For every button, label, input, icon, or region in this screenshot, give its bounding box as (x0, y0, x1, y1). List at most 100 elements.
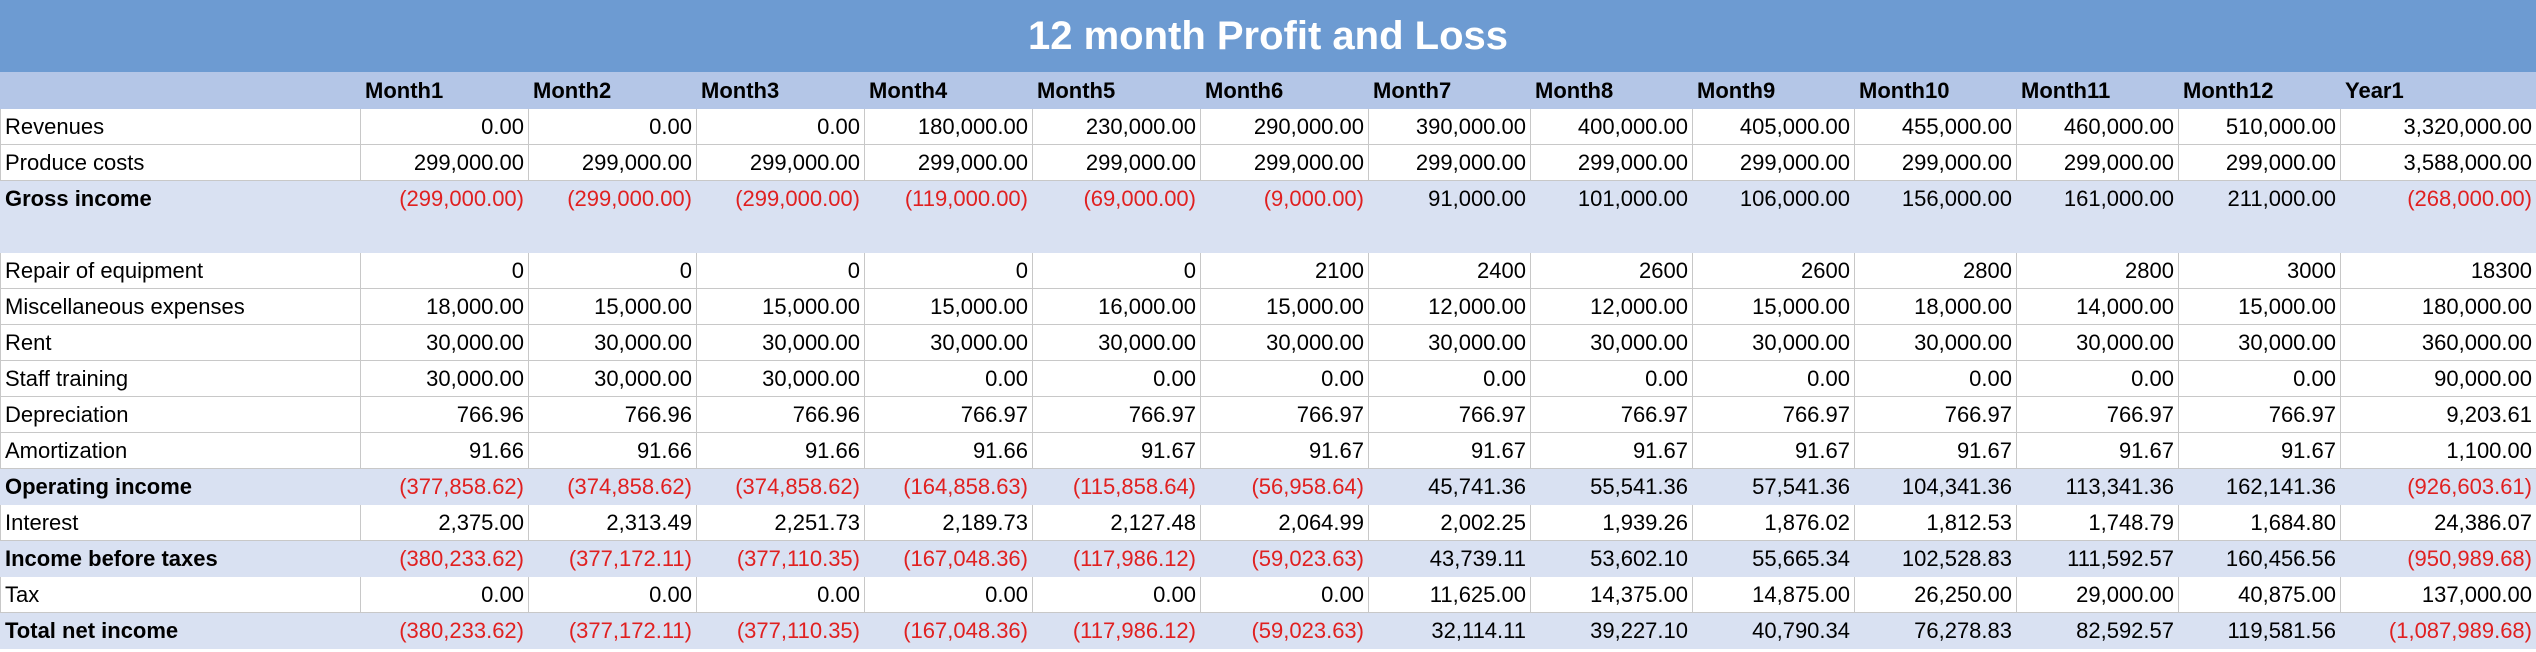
spacer-cell (864, 216, 1033, 253)
value-cell: (59,023.63) (1200, 540, 1369, 577)
column-header: Month7 (1368, 72, 1531, 109)
value-cell: 30,000.00 (360, 360, 529, 397)
value-cell: 156,000.00 (1854, 180, 2017, 217)
value-cell: 2,313.49 (528, 504, 697, 541)
value-cell: 2,251.73 (696, 504, 865, 541)
column-header: Month3 (696, 72, 865, 109)
column-header: Month12 (2178, 72, 2341, 109)
row-label: Interest (0, 504, 361, 541)
value-cell: 460,000.00 (2016, 108, 2179, 145)
value-cell: 16,000.00 (1032, 288, 1201, 325)
value-cell: 1,100.00 (2340, 432, 2536, 469)
value-cell: 2,064.99 (1200, 504, 1369, 541)
sheet-title: 12 month Profit and Loss (0, 0, 2536, 72)
table-body: Month1 Month2 Month3 Month4 Month5 Month6 Mont… (0, 72, 2536, 649)
value-cell: (164,858.63) (864, 468, 1033, 505)
value-cell: 3,588,000.00 (2340, 144, 2536, 181)
value-cell: 0.00 (2016, 360, 2179, 397)
value-cell: 14,000.00 (2016, 288, 2179, 325)
spacer-cell (1854, 216, 2017, 253)
value-cell: 180,000.00 (2340, 288, 2536, 325)
value-cell: 91.66 (360, 432, 529, 469)
value-cell: 0.00 (1032, 576, 1201, 613)
value-cell: 0 (696, 252, 865, 289)
value-cell: 45,741.36 (1368, 468, 1531, 505)
value-cell: (117,986.12) (1032, 540, 1201, 577)
value-cell: 91.67 (2178, 432, 2341, 469)
value-cell: (115,858.64) (1032, 468, 1201, 505)
value-cell: 30,000.00 (1530, 324, 1693, 361)
value-cell: 119,581.56 (2178, 612, 2341, 649)
column-header: Month1 (360, 72, 529, 109)
value-cell: 0.00 (1692, 360, 1855, 397)
value-cell: 18,000.00 (1854, 288, 2017, 325)
column-header: Month9 (1692, 72, 1855, 109)
value-cell: 766.97 (1200, 396, 1369, 433)
table-row: Total net income (380,233.62) (377,172.11)… (0, 612, 2536, 649)
table-row: Income before taxes (380,233.62) (377,172.… (0, 540, 2536, 577)
value-cell: 766.97 (1530, 396, 1693, 433)
value-cell: 91.67 (2016, 432, 2179, 469)
value-cell: 0 (1032, 252, 1201, 289)
value-cell: 405,000.00 (1692, 108, 1855, 145)
value-cell: 766.97 (1692, 396, 1855, 433)
value-cell: 290,000.00 (1200, 108, 1369, 145)
value-cell: 2800 (1854, 252, 2017, 289)
value-cell: 15,000.00 (1200, 288, 1369, 325)
row-label: Operating income (0, 468, 361, 505)
header-row: Month1 Month2 Month3 Month4 Month5 Month6 Mont… (0, 72, 2536, 109)
column-header: Month8 (1530, 72, 1693, 109)
value-cell: 24,386.07 (2340, 504, 2536, 541)
spacer-cell (528, 216, 697, 253)
value-cell: 3000 (2178, 252, 2341, 289)
table-row: Depreciation 766.96 766.96 766.96 766.97 766.… (0, 396, 2536, 433)
value-cell: 102,528.83 (1854, 540, 2017, 577)
value-cell: (374,858.62) (696, 468, 865, 505)
table-row: Miscellaneous expenses 18,000.00 15,000.00… (0, 288, 2536, 325)
value-cell: 766.97 (1032, 396, 1201, 433)
value-cell: 1,939.26 (1530, 504, 1693, 541)
table-row: Tax 0.00 0.00 0.00 0.00 0.00 0.00 11,625.00 14,3… (0, 576, 2536, 613)
value-cell: 299,000.00 (2178, 144, 2341, 181)
value-cell: 299,000.00 (1854, 144, 2017, 181)
value-cell: 299,000.00 (1530, 144, 1693, 181)
value-cell: 111,592.57 (2016, 540, 2179, 577)
value-cell: 160,456.56 (2178, 540, 2341, 577)
value-cell: 30,000.00 (696, 360, 865, 397)
value-cell: 91.67 (1692, 432, 1855, 469)
value-cell: 11,625.00 (1368, 576, 1531, 613)
value-cell: 40,790.34 (1692, 612, 1855, 649)
value-cell: 15,000.00 (2178, 288, 2341, 325)
value-cell: 0.00 (1854, 360, 2017, 397)
spacer-cell (0, 216, 361, 253)
value-cell: (299,000.00) (528, 180, 697, 217)
value-cell: 91.67 (1368, 432, 1531, 469)
value-cell: (69,000.00) (1032, 180, 1201, 217)
value-cell: (56,958.64) (1200, 468, 1369, 505)
value-cell: 766.97 (864, 396, 1033, 433)
value-cell: 299,000.00 (360, 144, 529, 181)
value-cell: 766.96 (360, 396, 529, 433)
table-row: Revenues 0.00 0.00 0.00 180,000.00 230,000.00… (0, 108, 2536, 145)
value-cell: 766.96 (528, 396, 697, 433)
value-cell: (299,000.00) (696, 180, 865, 217)
value-cell: 0.00 (528, 108, 697, 145)
value-cell: (377,172.11) (528, 540, 697, 577)
value-cell: (380,233.62) (360, 612, 529, 649)
value-cell: 0.00 (864, 360, 1033, 397)
value-cell: 299,000.00 (2016, 144, 2179, 181)
value-cell: 12,000.00 (1530, 288, 1693, 325)
table-row: Amortization 91.66 91.66 91.66 91.66 91.67 91.… (0, 432, 2536, 469)
spacer-cell (1032, 216, 1201, 253)
value-cell: 0.00 (864, 576, 1033, 613)
spacer-cell (2340, 216, 2536, 253)
table-row: Gross income (299,000.00) (299,000.00) (299… (0, 180, 2536, 217)
value-cell: (1,087,989.68) (2340, 612, 2536, 649)
value-cell: 32,114.11 (1368, 612, 1531, 649)
profit-loss-table: Month1 Month2 Month3 Month4 Month5 Month6 Mont… (0, 72, 2536, 649)
value-cell: 2,375.00 (360, 504, 529, 541)
spacer-cell (1692, 216, 1855, 253)
value-cell: 30,000.00 (1854, 324, 2017, 361)
value-cell: 15,000.00 (1692, 288, 1855, 325)
